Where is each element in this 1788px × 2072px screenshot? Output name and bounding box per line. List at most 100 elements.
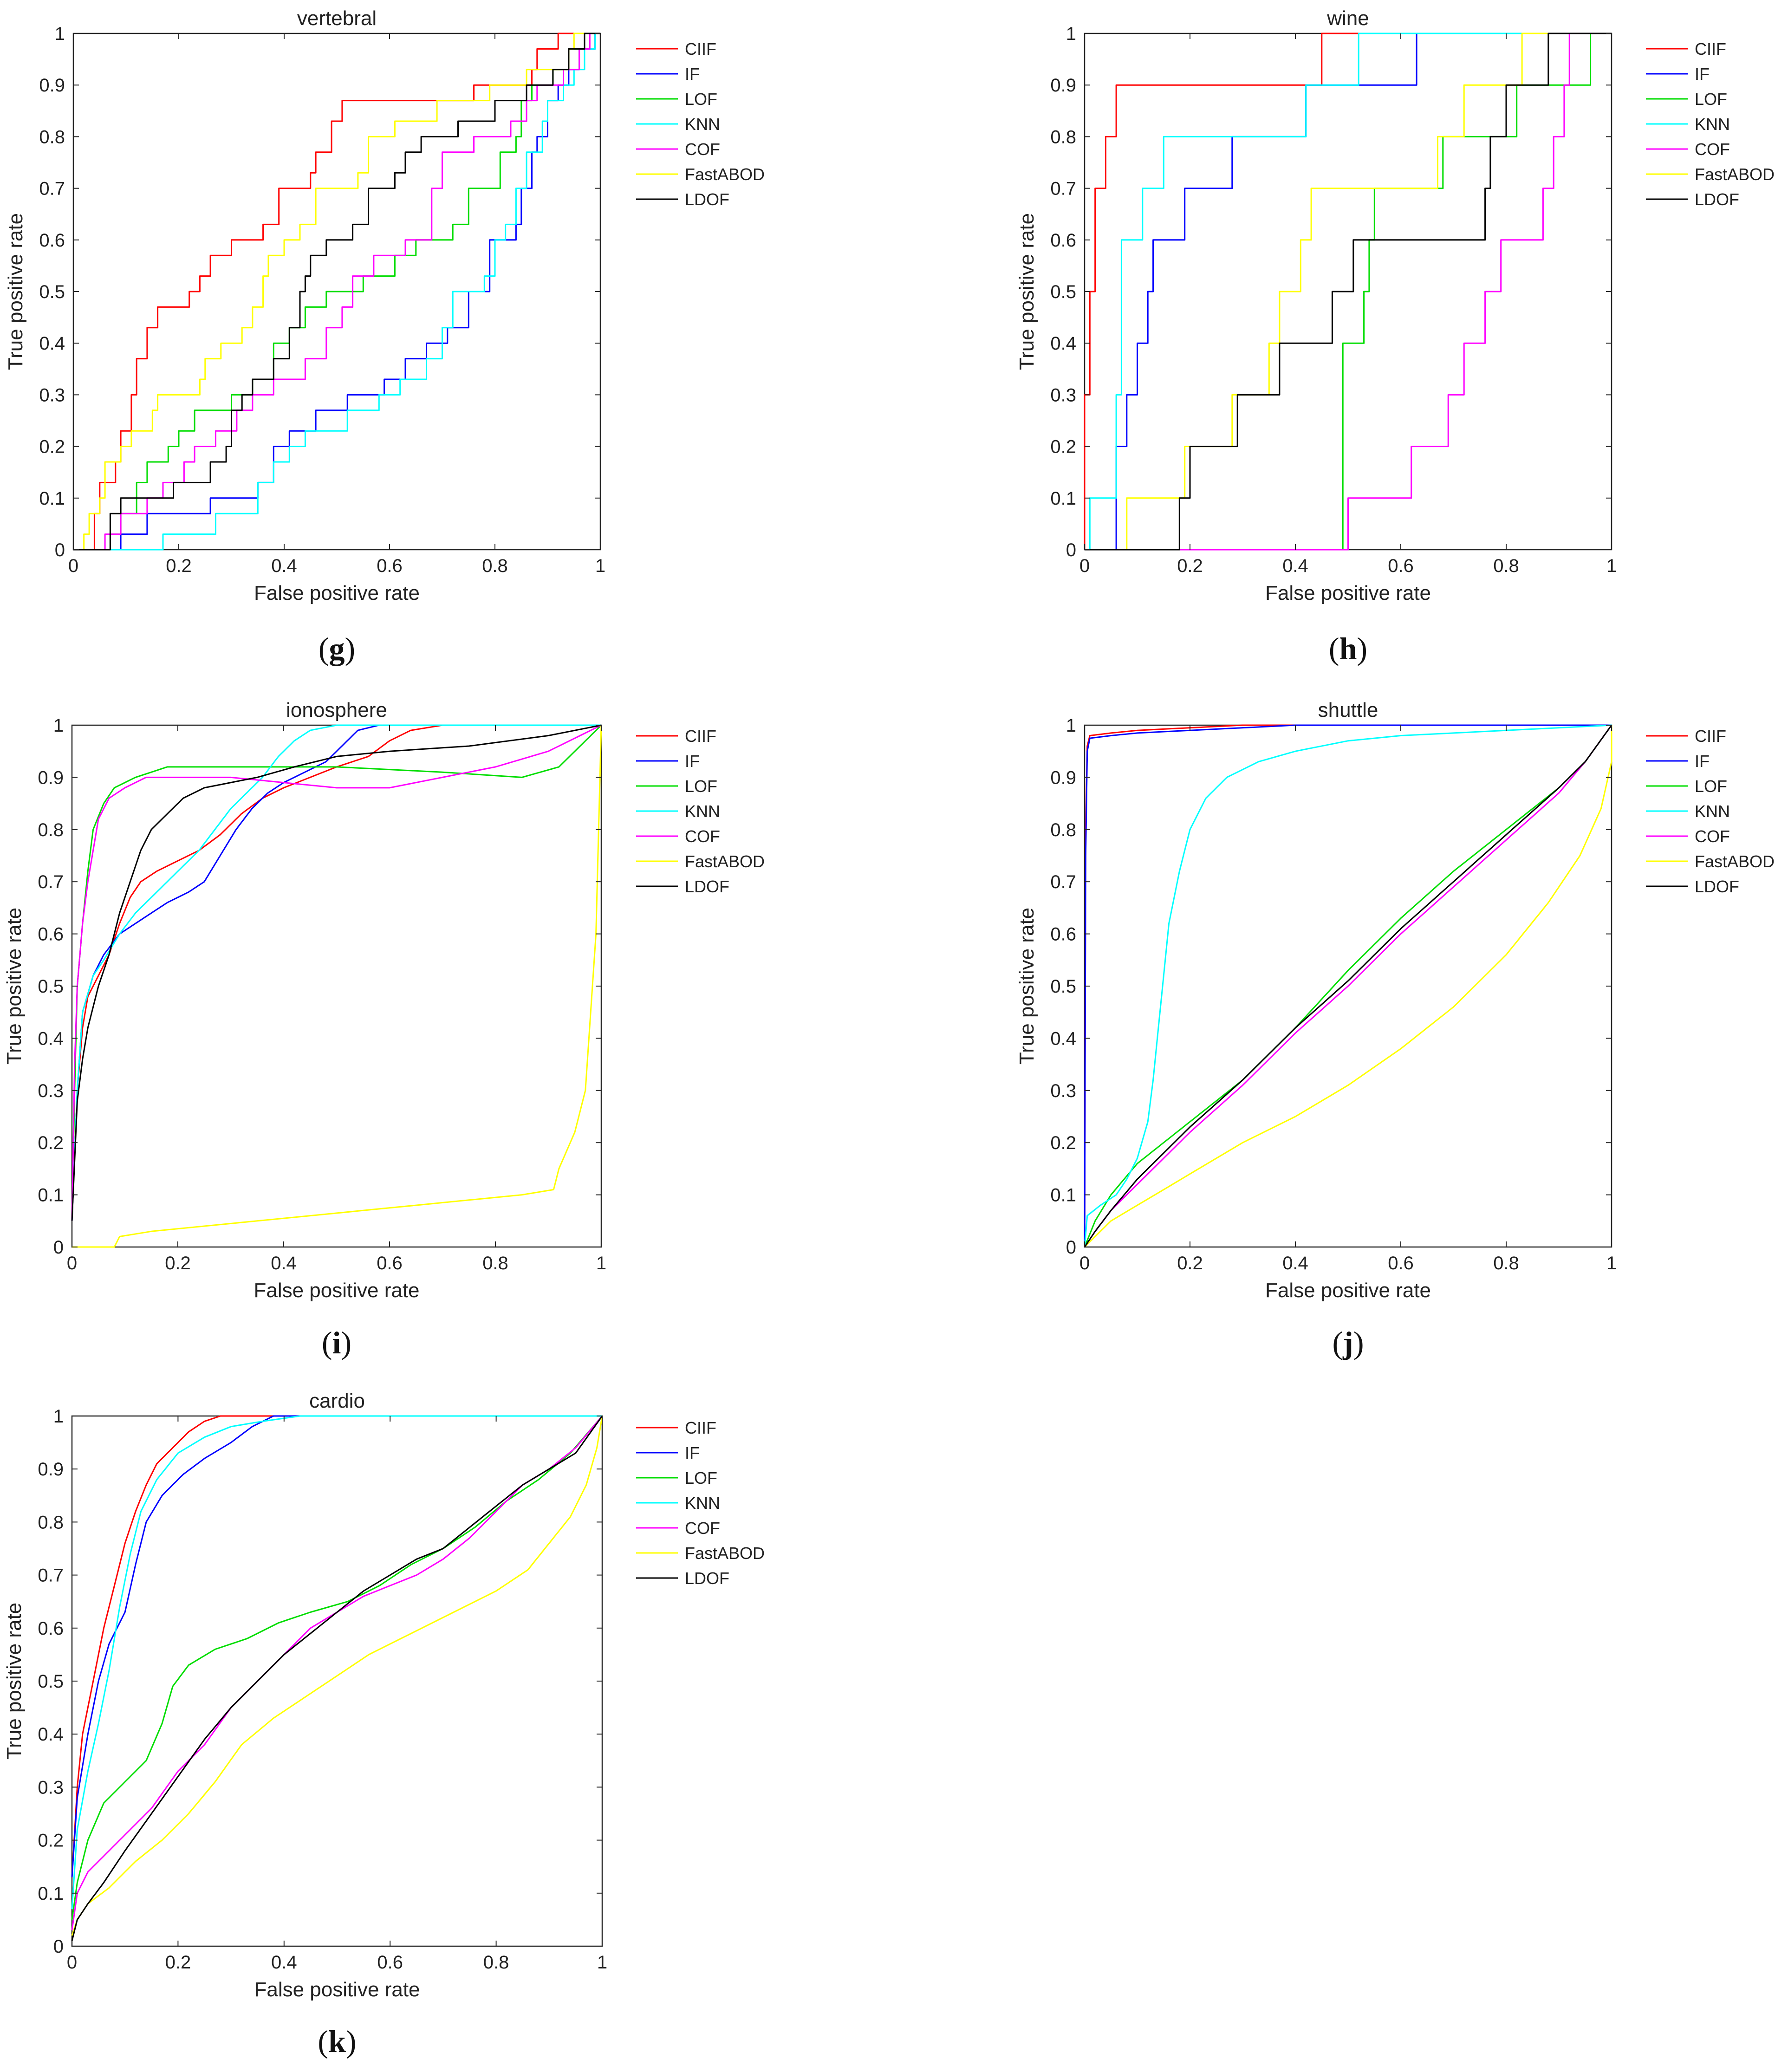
series-line-knn bbox=[1085, 32, 1612, 551]
y-tick-label: 0.7 bbox=[38, 1565, 64, 1586]
y-tick-label: 0.5 bbox=[1050, 976, 1076, 997]
x-tick-label: 1 bbox=[597, 1952, 607, 1973]
x-tick-label: 0.4 bbox=[271, 1253, 297, 1273]
y-tick-label: 0.8 bbox=[1050, 820, 1076, 840]
x-tick-label: 1 bbox=[1606, 556, 1617, 576]
series-line-if bbox=[71, 1415, 602, 1877]
legend: CIIF IF LOF KNN COF FastABOD LDOF bbox=[636, 1418, 765, 1588]
series-line-fastabod bbox=[72, 725, 602, 1248]
y-tick-label: 0.2 bbox=[39, 437, 65, 457]
y-tick-label: 1 bbox=[55, 24, 65, 44]
y-axis-label: True positive rate bbox=[3, 908, 26, 1065]
series-line-lof bbox=[71, 1416, 603, 1920]
panel-paren-close: ) bbox=[346, 2024, 357, 2059]
series-line-if bbox=[71, 724, 601, 1221]
series-line-if bbox=[1084, 724, 1612, 1247]
y-tick-label: 0.1 bbox=[39, 488, 65, 509]
y-tick-label: 0.8 bbox=[39, 127, 65, 147]
legend-label-ciif: CIIF bbox=[685, 727, 716, 746]
y-tick-label: 0.2 bbox=[38, 1831, 64, 1851]
y-tick-label: 0.7 bbox=[1050, 179, 1076, 199]
x-tick-label: 0 bbox=[1079, 556, 1090, 576]
x-tick-label: 0.4 bbox=[271, 556, 297, 576]
y-tick-label: 0.3 bbox=[1050, 385, 1076, 405]
y-tick-label: 0.1 bbox=[38, 1884, 64, 1904]
x-tick-label: 0.6 bbox=[1388, 1253, 1414, 1273]
series-line-cof bbox=[71, 724, 602, 1221]
plot-frame bbox=[71, 1415, 603, 1947]
y-tick-label: 0.6 bbox=[38, 1618, 64, 1639]
legend-label-lof: LOF bbox=[685, 90, 717, 109]
panel-paren-open: ( bbox=[1329, 631, 1339, 666]
y-tick-label: 0.4 bbox=[38, 1724, 64, 1745]
y-axis-label: True positive rate bbox=[1015, 908, 1038, 1065]
x-tick-label: 0.2 bbox=[1177, 1253, 1203, 1273]
legend-label-cof: COF bbox=[1695, 140, 1730, 159]
y-tick-label: 0.8 bbox=[38, 820, 64, 840]
y-tick-label: 0.3 bbox=[38, 1081, 64, 1101]
panel-letter: k bbox=[328, 2024, 346, 2059]
x-tick-label: 0.6 bbox=[377, 1253, 403, 1273]
y-tick-label: 0.2 bbox=[1050, 1133, 1076, 1153]
y-tick-label: 0.8 bbox=[38, 1512, 64, 1533]
legend: CIIF IF LOF KNN COF FastABOD LDOF bbox=[636, 727, 765, 896]
series-line-knn bbox=[1084, 724, 1612, 1247]
series-line-cof bbox=[1085, 32, 1612, 551]
panel-paren-open: ( bbox=[1333, 1325, 1343, 1360]
panel-paren-close: ) bbox=[1353, 1325, 1364, 1360]
y-tick-label: 0.9 bbox=[1050, 767, 1076, 788]
legend-label-lof: LOF bbox=[1695, 90, 1727, 109]
series-group bbox=[71, 724, 602, 1248]
x-tick-label: 0.8 bbox=[1493, 1253, 1519, 1273]
x-tick-label: 0 bbox=[68, 556, 78, 576]
legend: CIIF IF LOF KNN COF FastABOD LDOF bbox=[636, 39, 765, 209]
y-tick-label: 1 bbox=[1066, 24, 1076, 44]
series-line-ldof bbox=[1084, 725, 1612, 1247]
x-tick-label: 1 bbox=[1606, 1253, 1617, 1273]
panel-paren-open: ( bbox=[319, 631, 329, 666]
panel-letter: i bbox=[332, 1325, 341, 1360]
y-axis-label: True positive rate bbox=[4, 213, 27, 370]
panel-letter: j bbox=[1342, 1325, 1353, 1360]
series-line-knn bbox=[71, 1415, 602, 1910]
legend-label-lof: LOF bbox=[685, 777, 717, 796]
legend-label-if: IF bbox=[685, 752, 700, 771]
series-line-ldof bbox=[71, 724, 602, 1221]
series-group bbox=[71, 1415, 603, 1941]
panel-paren-open: ( bbox=[318, 2024, 328, 2059]
series-line-fastabod bbox=[71, 1416, 603, 1936]
legend-label-ldof: LDOF bbox=[1695, 877, 1739, 896]
chart-title: vertebral bbox=[297, 7, 377, 30]
y-tick-label: 0.4 bbox=[39, 333, 65, 354]
legend-label-knn: KNN bbox=[1695, 802, 1730, 821]
series-line-knn bbox=[73, 32, 600, 551]
legend-label-ciif: CIIF bbox=[685, 1418, 716, 1437]
legend-label-if: IF bbox=[685, 1443, 700, 1462]
panel-label: (g) bbox=[319, 631, 355, 666]
series-group bbox=[1084, 724, 1612, 1248]
x-tick-label: 0.8 bbox=[482, 556, 508, 576]
y-tick-label: 0 bbox=[55, 540, 65, 560]
y-tick-label: 0 bbox=[53, 1237, 64, 1258]
y-tick-label: 0.5 bbox=[38, 976, 64, 997]
chart-panel-i: 0 0.2 0.4 0.6 0.8 1 0 0.1 0.2 0.3 0.4 0.5 0.6 0.7 0.8 0… bbox=[3, 699, 765, 1360]
legend-label-cof: COF bbox=[685, 827, 720, 846]
y-tick-label: 0.6 bbox=[1050, 230, 1076, 251]
legend-label-lof: LOF bbox=[685, 1468, 717, 1487]
series-line-fastabod bbox=[1084, 725, 1612, 1248]
y-tick-label: 0.4 bbox=[1050, 333, 1076, 354]
legend-label-ldof: LDOF bbox=[685, 190, 729, 209]
series-line-ldof bbox=[73, 32, 600, 551]
x-tick-label: 0 bbox=[67, 1253, 77, 1273]
y-tick-label: 0.1 bbox=[1050, 1185, 1076, 1206]
chart-panel-k: 0 0.2 0.4 0.6 0.8 1 0 0.1 0.2 0.3 0.4 0.5 0.6 0.7 0.8 0… bbox=[3, 1390, 765, 2059]
chart-panel-g: 0 0.2 0.4 0.6 0.8 1 0 0.1 0.2 0.3 0.4 0.5 0.6 0.7 0.8 0… bbox=[4, 7, 765, 666]
legend-label-fastabod: FastABOD bbox=[685, 852, 765, 871]
legend-label-fastabod: FastABOD bbox=[1695, 852, 1775, 871]
series-line-cof bbox=[71, 1416, 603, 1930]
series-line-ldof bbox=[71, 1416, 603, 1941]
x-tick-label: 0.6 bbox=[1388, 556, 1414, 576]
panel-paren-close: ) bbox=[341, 1325, 351, 1360]
legend-label-knn: KNN bbox=[685, 115, 720, 134]
